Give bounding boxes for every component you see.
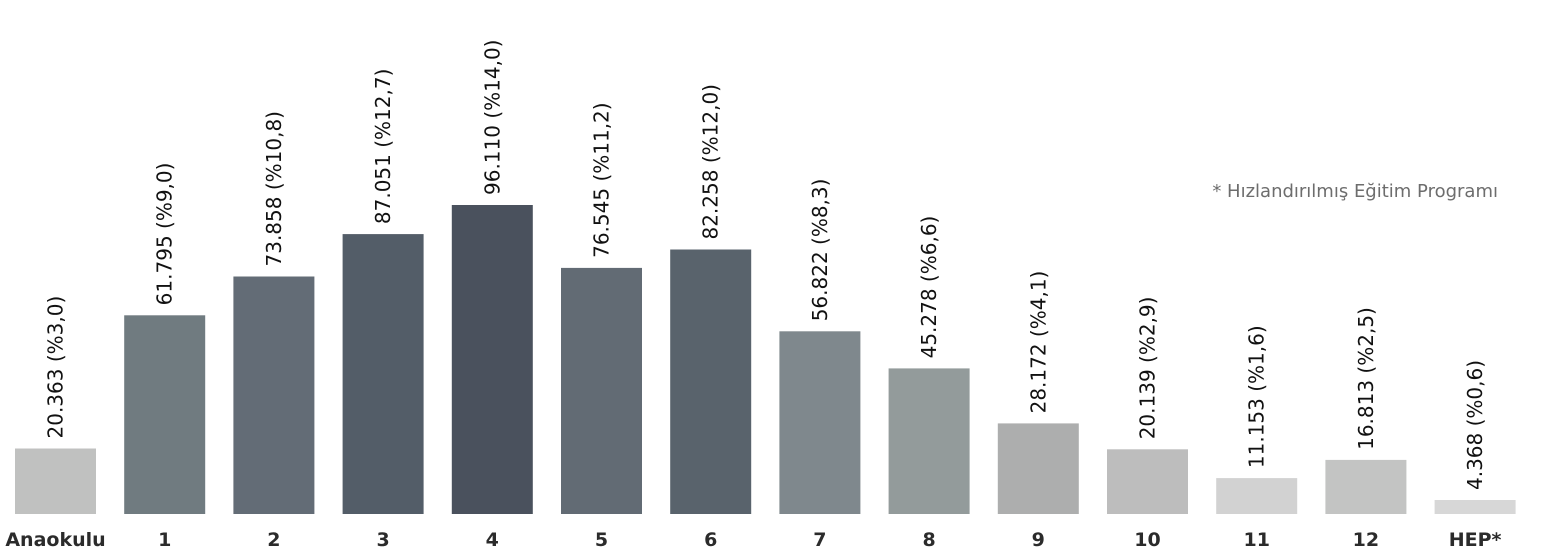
data-label-9: 28.172 (%4,1): [1026, 271, 1050, 414]
data-label-12: 16.813 (%2,5): [1354, 307, 1378, 450]
bar-11: [1216, 478, 1298, 514]
footnote: * Hızlandırılmış Eğitim Programı: [1212, 181, 1498, 202]
category-label-8: 8: [922, 529, 935, 551]
data-label-anaokulu: 20.363 (%3,0): [44, 296, 68, 439]
bar-7: [779, 331, 861, 514]
category-label-hep: HEP*: [1449, 529, 1502, 551]
data-label-4: 96.110 (%14,0): [480, 40, 504, 195]
category-label-3: 3: [376, 529, 389, 551]
data-label-2: 73.858 (%10,8): [262, 111, 286, 266]
bar-9: [997, 423, 1079, 514]
bar-4: [451, 205, 533, 514]
category-label-1: 1: [158, 529, 171, 551]
data-label-10: 20.139 (%2,9): [1136, 297, 1160, 440]
bar-3: [342, 234, 424, 514]
data-label-8: 45.278 (%6,6): [917, 216, 941, 359]
category-label-4: 4: [486, 529, 499, 551]
bar-5: [561, 267, 642, 514]
category-label-5: 5: [595, 529, 608, 551]
bar-hep: [1434, 500, 1516, 514]
data-label-7: 56.822 (%8,3): [808, 179, 832, 322]
category-label-2: 2: [267, 529, 280, 551]
category-label-11: 11: [1243, 529, 1269, 551]
bar-10: [1107, 449, 1188, 514]
data-label-11: 11.153 (%1,6): [1245, 325, 1269, 468]
value-labels-group: 20.363 (%3,0) 61.795 (%9,0) 73.858 (%10,8)…: [44, 40, 1488, 490]
category-labels-group: Anaokulu 1 2 3 4 5 6 7 8 9 10 11 12 HEP*: [5, 529, 1501, 551]
bar-1: [124, 315, 206, 514]
data-label-1: 61.795 (%9,0): [153, 163, 177, 306]
data-label-3: 87.051 (%12,7): [371, 69, 395, 224]
bar-6: [670, 249, 752, 514]
bar-12: [1325, 459, 1407, 514]
bar-8: [888, 368, 970, 514]
category-label-9: 9: [1032, 529, 1045, 551]
category-label-anaokulu: Anaokulu: [5, 529, 105, 551]
category-label-7: 7: [813, 529, 826, 551]
bars-group: [15, 205, 1516, 514]
data-label-5: 76.545 (%11,2): [590, 102, 614, 257]
bar-anaokulu: [15, 448, 96, 514]
category-label-12: 12: [1353, 529, 1379, 551]
category-label-6: 6: [704, 529, 717, 551]
category-label-10: 10: [1134, 529, 1160, 551]
bar-2: [233, 276, 315, 514]
data-label-hep: 4.368 (%0,6): [1463, 360, 1487, 490]
data-label-6: 82.258 (%12,0): [699, 84, 723, 239]
